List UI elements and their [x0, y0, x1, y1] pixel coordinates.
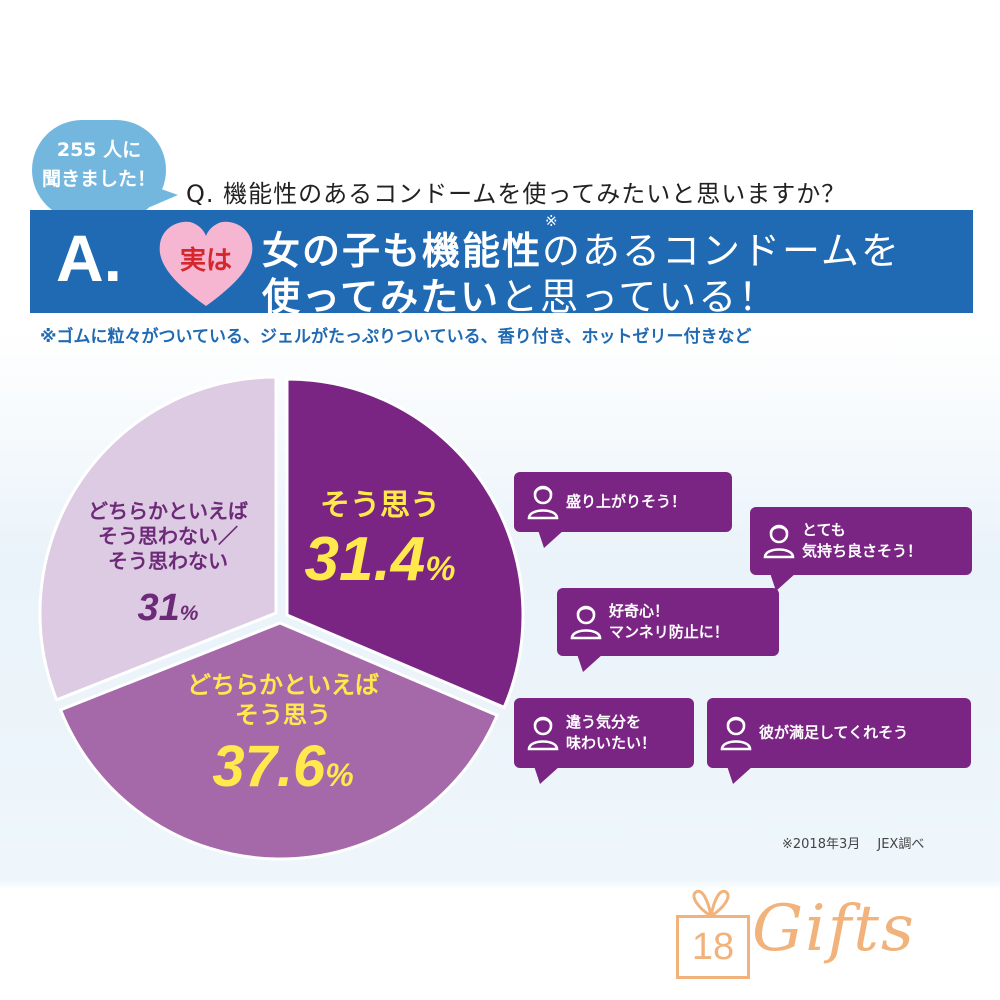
gift-bow-icon — [692, 889, 730, 918]
bubble-tail — [770, 573, 796, 591]
answer-line-1-bold: 女の子も機能性 — [262, 229, 543, 273]
comment-bubble-2: とても 気持ち良さそう！ — [750, 507, 972, 591]
woman-icon — [763, 524, 795, 559]
woman-icon — [527, 485, 559, 520]
slice-label-1: そう思う — [320, 488, 440, 523]
bubble-1-line-1: 盛り上がりそう！ — [566, 492, 687, 511]
bubble-4-line-2: 味わいたい！ — [566, 734, 657, 752]
question-text: Q. 機能性のあるコンドームを使ってみたいと思いますか？ — [186, 180, 847, 208]
footnote-text: ※ゴムに粒々がついている、ジェルがたっぷりついている、香り付き、ホットゼリー付き… — [40, 327, 752, 347]
woman-icon — [720, 716, 752, 751]
answer-line-1-rest: のあるコンドームを — [542, 229, 901, 273]
badge-line-1: 255 人に — [56, 139, 142, 161]
bubble-4-line-1: 違う気分を — [566, 713, 642, 731]
pie-slice-1 — [285, 377, 525, 710]
pie-slice-2 — [58, 621, 500, 861]
logo-number: 18 — [676, 915, 750, 979]
bubble-5-line-1: 彼が満足してくれそう — [759, 723, 909, 742]
bubble-tail — [534, 766, 560, 784]
comment-bubble-4: 違う気分を 味わいたい！ — [514, 698, 694, 784]
heart-icon — [159, 221, 253, 306]
source-note: ※2018年3月 JEX調べ — [782, 837, 925, 852]
bubble-tail — [538, 530, 564, 548]
answer-line-1: 女の子も機能性のあるコンドームを — [262, 220, 901, 275]
badge-line-2: 聞きました！ — [41, 168, 156, 190]
pie-slice-3 — [38, 375, 278, 702]
bubble-tail — [577, 654, 603, 672]
respondents-badge: 255 人に 聞きました！ — [32, 120, 166, 220]
answer-letter: A. — [56, 221, 122, 295]
slice-label-3: どちらかといえばそう思わない／そう思わない — [88, 499, 248, 573]
woman-icon — [527, 716, 559, 751]
footnote-mark: ※ — [545, 212, 558, 230]
slice-label-2: どちらかといえばそう思う — [187, 671, 379, 729]
bubble-2-line-1: とても — [802, 521, 846, 539]
comment-bubble-5: 彼が満足してくれそう — [707, 698, 971, 784]
bubble-2-line-2: 気持ち良さそう！ — [802, 542, 923, 560]
answer-line-2-bold: 使ってみたい — [262, 275, 501, 319]
heart-label: 実は — [179, 246, 232, 276]
logo-word: Gifts — [752, 892, 916, 966]
comment-bubble-3: 好奇心！ マンネリ防止に！ — [557, 588, 779, 672]
woman-icon — [570, 605, 602, 640]
answer-line-2: 使ってみたいと思っている！ — [262, 266, 778, 321]
answer-line-2-rest: と思っている！ — [500, 275, 779, 319]
bubble-tail — [727, 766, 753, 784]
bubble-3-line-2: マンネリ防止に！ — [609, 623, 729, 641]
badge-tail — [150, 185, 178, 207]
comment-bubble-1: 盛り上がりそう！ — [514, 472, 732, 548]
bubble-3-line-1: 好奇心！ — [609, 602, 670, 620]
slice-value-2: 37.6% — [212, 734, 353, 799]
